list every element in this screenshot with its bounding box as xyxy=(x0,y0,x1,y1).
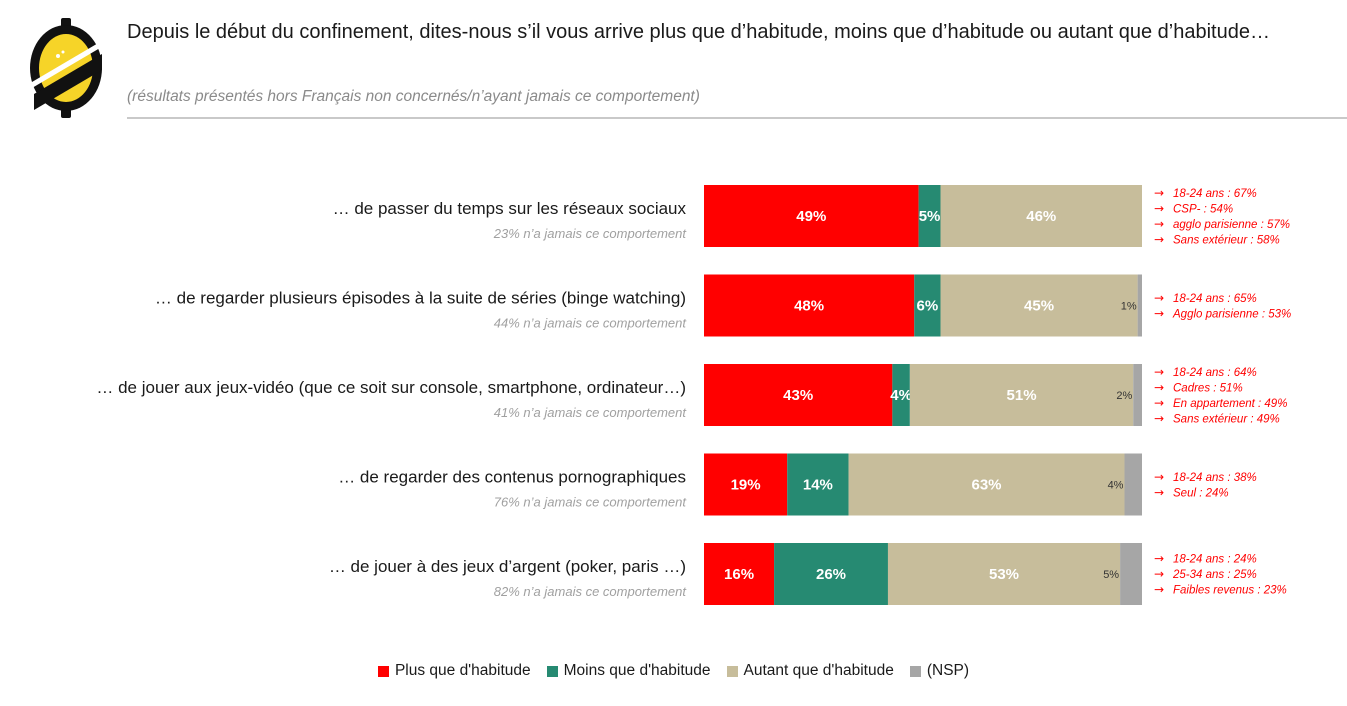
data-label-plus: 16% xyxy=(724,566,754,583)
title-divider xyxy=(127,117,1347,119)
legend-label: Autant que d'habitude xyxy=(743,662,894,679)
data-label-autant: 63% xyxy=(971,477,1001,494)
annotation-text: 18-24 ans : 24% xyxy=(1173,554,1257,566)
data-label-autant: 53% xyxy=(989,566,1019,583)
data-label-plus: 49% xyxy=(796,208,826,225)
legend-item: (NSP) xyxy=(909,662,970,680)
legend-swatch xyxy=(726,665,738,677)
bar-nsp xyxy=(1133,364,1142,426)
arrow-icon: → xyxy=(1154,396,1164,410)
bar-moins xyxy=(787,453,849,516)
bar-autant xyxy=(940,185,1142,247)
arrow-icon: → xyxy=(1154,291,1164,305)
category-label: … de regarder plusieurs épisodes à la su… xyxy=(155,289,686,308)
annotation-text: agglo parisienne : 57% xyxy=(1173,219,1290,231)
legend-item: Plus que d'habitude xyxy=(377,662,531,680)
bar-autant xyxy=(909,364,1134,426)
data-label-nsp: 1% xyxy=(1121,301,1137,313)
data-label-moins: 4% xyxy=(890,387,912,404)
bar-plus xyxy=(704,543,775,605)
arrow-icon: → xyxy=(1154,232,1164,246)
data-label-plus: 43% xyxy=(783,387,813,404)
chart-legend: Plus que d'habitude Moins que d'habitude A… xyxy=(0,662,1347,680)
annotation-text: 18-24 ans : 38% xyxy=(1173,472,1257,484)
bar-autant xyxy=(887,543,1121,605)
legend-label: Plus que d'habitude xyxy=(394,662,531,679)
arrow-icon: → xyxy=(1154,217,1164,231)
bar-moins xyxy=(914,274,941,337)
bar-nsp xyxy=(1124,453,1142,516)
annotation-text: Faibles revenus : 23% xyxy=(1173,585,1287,597)
arrow-icon: → xyxy=(1154,306,1164,320)
data-label-moins: 14% xyxy=(803,477,833,494)
data-label-moins: 26% xyxy=(816,566,846,583)
arrow-icon: → xyxy=(1154,365,1164,379)
bar-autant xyxy=(940,274,1138,337)
data-label-autant: 46% xyxy=(1026,208,1056,225)
data-label-autant: 51% xyxy=(1007,387,1037,404)
category-note: 76% n’a jamais ce comportement xyxy=(494,495,688,510)
data-label-moins: 5% xyxy=(919,208,941,225)
annotation-text: 18-24 ans : 64% xyxy=(1173,367,1257,379)
data-label-moins: 6% xyxy=(917,298,939,315)
annotation-text: Seul : 24% xyxy=(1173,487,1229,499)
annotation-text: 25-34 ans : 25% xyxy=(1172,569,1257,581)
data-label-nsp: 4% xyxy=(1108,480,1124,492)
category-note: 41% n’a jamais ce comportement xyxy=(494,405,688,420)
bar-moins xyxy=(892,364,910,426)
category-note: 82% n’a jamais ce comportement xyxy=(494,584,688,599)
category-label: … de regarder des contenus pornographiqu… xyxy=(338,468,686,487)
arrow-icon: → xyxy=(1154,411,1164,425)
bar-moins xyxy=(774,543,888,605)
stacked-bar-chart: … de passer du temps sur les réseaux soc… xyxy=(96,185,1291,605)
data-label-nsp: 5% xyxy=(1103,569,1119,581)
bar-plus xyxy=(704,185,919,247)
arrow-icon: → xyxy=(1154,470,1164,484)
annotation-text: 18-24 ans : 67% xyxy=(1173,188,1257,200)
bar-moins xyxy=(918,185,941,247)
legend-label: Moins que d'habitude xyxy=(563,662,711,679)
arrow-icon: → xyxy=(1154,583,1164,597)
annotation-text: Sans extérieur : 49% xyxy=(1173,413,1280,425)
annotation-text: Agglo parisienne : 53% xyxy=(1172,308,1291,320)
arrow-icon: → xyxy=(1154,186,1164,200)
bar-nsp xyxy=(1120,543,1142,605)
chart-subtitle: (résultats présentés hors Français non c… xyxy=(127,88,700,105)
brand-logo-icon xyxy=(28,18,104,123)
annotation-text: 18-24 ans : 65% xyxy=(1173,293,1257,305)
bar-nsp xyxy=(1137,274,1142,337)
category-note: 23% n’a jamais ce comportement xyxy=(493,226,688,241)
annotation-text: Sans extérieur : 58% xyxy=(1173,234,1280,246)
legend-item: Moins que d'habitude xyxy=(546,662,711,680)
annotation-text: En appartement : 49% xyxy=(1173,398,1287,410)
arrow-icon: → xyxy=(1154,485,1164,499)
category-label: … de jouer aux jeux-vidéo (que ce soit s… xyxy=(96,378,686,397)
category-label: … de jouer à des jeux d’argent (poker, p… xyxy=(329,557,686,576)
arrow-icon: → xyxy=(1154,552,1164,566)
data-label-plus: 48% xyxy=(794,298,824,315)
arrow-icon: → xyxy=(1154,201,1164,215)
data-label-nsp: 2% xyxy=(1116,390,1132,402)
legend-swatch xyxy=(377,665,389,677)
data-label-plus: 19% xyxy=(731,477,761,494)
arrow-icon: → xyxy=(1154,380,1164,394)
category-label: … de passer du temps sur les réseaux soc… xyxy=(333,199,687,218)
bar-plus xyxy=(704,274,915,337)
data-label-autant: 45% xyxy=(1024,298,1054,315)
legend-swatch xyxy=(909,665,921,677)
legend-item: Autant que d'habitude xyxy=(726,662,894,680)
legend-label: (NSP) xyxy=(926,662,970,679)
arrow-icon: → xyxy=(1154,567,1164,581)
annotation-text: CSP- : 54% xyxy=(1173,203,1233,215)
bar-plus xyxy=(704,364,893,426)
bar-plus xyxy=(704,453,788,516)
annotation-text: Cadres : 51% xyxy=(1173,382,1243,394)
chart-title: Depuis le début du confinement, dites-no… xyxy=(127,21,1270,43)
legend-swatch xyxy=(546,665,558,677)
category-note: 44% n’a jamais ce comportement xyxy=(494,316,688,331)
bar-autant xyxy=(848,453,1125,516)
